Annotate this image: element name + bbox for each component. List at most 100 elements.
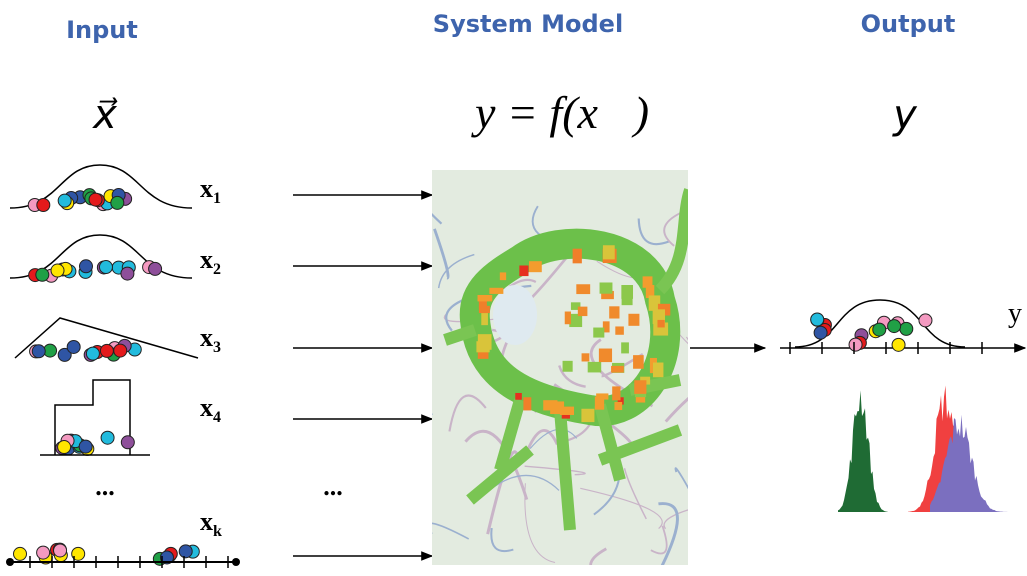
sample-point bbox=[99, 261, 112, 274]
output-histograms bbox=[838, 386, 1012, 512]
sample-point bbox=[100, 344, 113, 357]
sample-point bbox=[79, 260, 92, 273]
sample-point bbox=[79, 440, 92, 453]
input-label: x3 bbox=[200, 323, 221, 356]
hotspot bbox=[500, 272, 506, 280]
sample-point bbox=[811, 313, 824, 326]
hotspot bbox=[612, 386, 620, 400]
label-sub: 4 bbox=[213, 409, 221, 426]
input-label: x4 bbox=[200, 393, 221, 426]
hotspot bbox=[600, 282, 613, 293]
sample-point bbox=[14, 547, 27, 560]
hotspot bbox=[615, 326, 624, 334]
sample-point bbox=[179, 545, 192, 558]
hotspot bbox=[634, 380, 646, 394]
hotspot bbox=[588, 362, 602, 373]
header-input: Input bbox=[66, 16, 138, 44]
axis-end bbox=[6, 558, 14, 566]
output-axis-label: y bbox=[1008, 298, 1022, 329]
sample-point bbox=[919, 314, 932, 327]
hotspot bbox=[573, 249, 582, 264]
hotspot bbox=[519, 265, 528, 276]
hotspot bbox=[543, 400, 557, 410]
sample-point bbox=[888, 320, 901, 333]
hotspot bbox=[529, 261, 542, 272]
axis-end bbox=[232, 558, 240, 566]
hotspot bbox=[603, 245, 615, 259]
hotspot bbox=[653, 363, 663, 378]
hotspot bbox=[593, 328, 604, 338]
hotspot bbox=[515, 393, 522, 400]
hotspot bbox=[633, 355, 644, 369]
lake bbox=[493, 285, 537, 345]
road bbox=[421, 414, 432, 444]
label-sub: 3 bbox=[213, 339, 221, 356]
hotspot bbox=[578, 307, 588, 316]
label-sub: 2 bbox=[213, 261, 221, 278]
input-label: xk bbox=[200, 507, 222, 540]
hotspot bbox=[614, 402, 622, 410]
sample-point bbox=[86, 347, 99, 360]
label-base: x bbox=[200, 507, 213, 536]
sample-point bbox=[58, 441, 71, 454]
sample-point bbox=[89, 193, 102, 206]
label-base: x bbox=[200, 174, 213, 203]
output-symbol: y bbox=[892, 92, 918, 138]
sample-point bbox=[37, 199, 50, 212]
hotspot bbox=[621, 285, 633, 299]
hotspot bbox=[481, 312, 488, 325]
sample-point bbox=[114, 344, 127, 357]
label-base: x bbox=[200, 323, 213, 352]
sample-point bbox=[32, 345, 45, 358]
sample-point bbox=[900, 322, 913, 335]
sample-point bbox=[873, 323, 886, 336]
sample-point bbox=[54, 544, 67, 557]
sample-point bbox=[892, 338, 905, 351]
sample-point bbox=[149, 262, 162, 275]
input-label: x2 bbox=[200, 245, 221, 278]
sample-point bbox=[849, 338, 862, 351]
map-image bbox=[375, 145, 730, 576]
sample-point bbox=[36, 268, 49, 281]
sample-point bbox=[101, 431, 114, 444]
label-sub: k bbox=[213, 523, 222, 540]
hotspot bbox=[582, 353, 590, 361]
header-system-model: System Model bbox=[433, 10, 623, 38]
hotspot bbox=[599, 349, 612, 363]
sample-point bbox=[37, 546, 50, 559]
sample-point bbox=[814, 326, 827, 339]
hotspot bbox=[609, 306, 619, 318]
hotspot bbox=[478, 334, 492, 350]
model-formula: y = f(x⃗) bbox=[471, 87, 649, 138]
sample-point bbox=[121, 267, 134, 280]
input-symbol: x⃗ bbox=[91, 92, 117, 138]
hotspot bbox=[611, 366, 624, 373]
hotspot bbox=[581, 409, 594, 422]
sample-point bbox=[111, 196, 124, 209]
label-base: x bbox=[200, 245, 213, 274]
hotspot bbox=[565, 312, 571, 325]
hotspot bbox=[576, 284, 590, 294]
hotspot bbox=[657, 320, 664, 328]
ellipsis: ... bbox=[323, 472, 343, 501]
hotspot bbox=[523, 397, 531, 410]
label-base: x bbox=[200, 393, 213, 422]
ellipsis: ... bbox=[95, 472, 115, 501]
header-output: Output bbox=[861, 10, 956, 38]
sample-point bbox=[58, 194, 71, 207]
road bbox=[375, 145, 441, 223]
hotspot bbox=[621, 342, 629, 353]
sample-point bbox=[121, 436, 134, 449]
histogram bbox=[838, 390, 888, 512]
hotspot bbox=[628, 314, 639, 326]
hotspot bbox=[595, 397, 604, 410]
hotspot bbox=[489, 288, 503, 294]
diagram: Input System Model Output x⃗ y = f(x⃗) y… bbox=[0, 0, 1027, 576]
sample-point bbox=[51, 264, 64, 277]
hotspot bbox=[563, 361, 573, 372]
input-label: x1 bbox=[200, 174, 221, 207]
sample-point bbox=[67, 340, 80, 353]
hotspot bbox=[478, 295, 493, 301]
label-sub: 1 bbox=[213, 190, 221, 207]
input-labels: x1 x2 x3 x4 xk bbox=[200, 174, 222, 540]
